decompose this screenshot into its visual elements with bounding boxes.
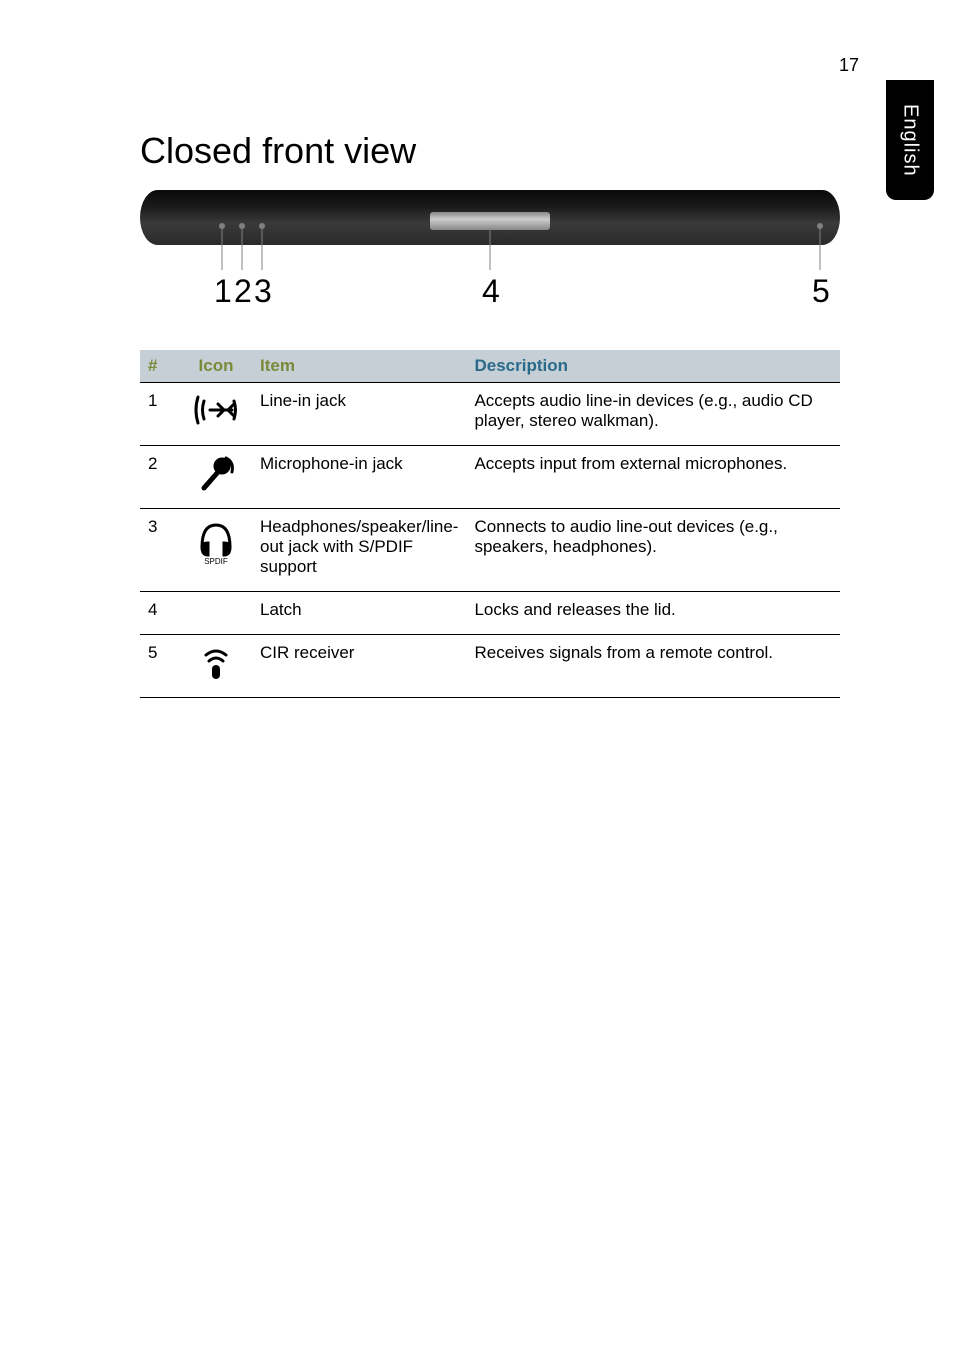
headphones-spdif-icon: SPDIF — [180, 509, 252, 592]
row-desc: Accepts audio line-in devices (e.g., aud… — [466, 383, 840, 446]
page-number: 17 — [839, 55, 859, 76]
callout-3: 3 — [254, 273, 272, 309]
table-row: 2 Microphone-in jack Accepts input from … — [140, 446, 840, 509]
header-hash: # — [140, 350, 180, 383]
row-item: Microphone-in jack — [252, 446, 466, 509]
ports-table: # Icon Item Description 1 — [140, 350, 840, 698]
header-icon: Icon — [180, 350, 252, 383]
line-in-icon — [180, 383, 252, 446]
closed-front-figure: 1 2 3 4 5 — [140, 190, 840, 300]
table-row: 3 SPDIF Headphones/speaker/line-out jack… — [140, 509, 840, 592]
row-item: Line-in jack — [252, 383, 466, 446]
row-item: Latch — [252, 592, 466, 635]
empty-icon — [180, 592, 252, 635]
table-row: 4 Latch Locks and releases the lid. — [140, 592, 840, 635]
language-tab: English — [886, 80, 934, 200]
row-desc: Connects to audio line-out devices (e.g.… — [466, 509, 840, 592]
callout-5: 5 — [812, 273, 830, 309]
callout-1: 1 — [214, 273, 232, 309]
row-number: 1 — [140, 383, 180, 446]
cir-receiver-icon — [180, 635, 252, 698]
header-item: Item — [252, 350, 466, 383]
language-tab-label: English — [899, 104, 922, 177]
header-description: Description — [466, 350, 840, 383]
callout-svg: 1 2 3 4 5 — [140, 220, 840, 310]
row-number: 5 — [140, 635, 180, 698]
table-row: 5 CIR receiver Receives signals from a r… — [140, 635, 840, 698]
row-number: 3 — [140, 509, 180, 592]
row-item: CIR receiver — [252, 635, 466, 698]
row-number: 4 — [140, 592, 180, 635]
row-number: 2 — [140, 446, 180, 509]
page-title: Closed front view — [140, 130, 416, 172]
table-header-row: # Icon Item Description — [140, 350, 840, 383]
table-row: 1 Line-in jack — [140, 383, 840, 446]
callout-2: 2 — [234, 273, 252, 309]
row-item: Headphones/speaker/line-out jack with S/… — [252, 509, 466, 592]
row-desc: Receives signals from a remote control. — [466, 635, 840, 698]
row-desc: Accepts input from external microphones. — [466, 446, 840, 509]
microphone-icon — [180, 446, 252, 509]
row-desc: Locks and releases the lid. — [466, 592, 840, 635]
spdif-label: SPDIF — [204, 557, 228, 565]
callout-4: 4 — [482, 273, 500, 309]
